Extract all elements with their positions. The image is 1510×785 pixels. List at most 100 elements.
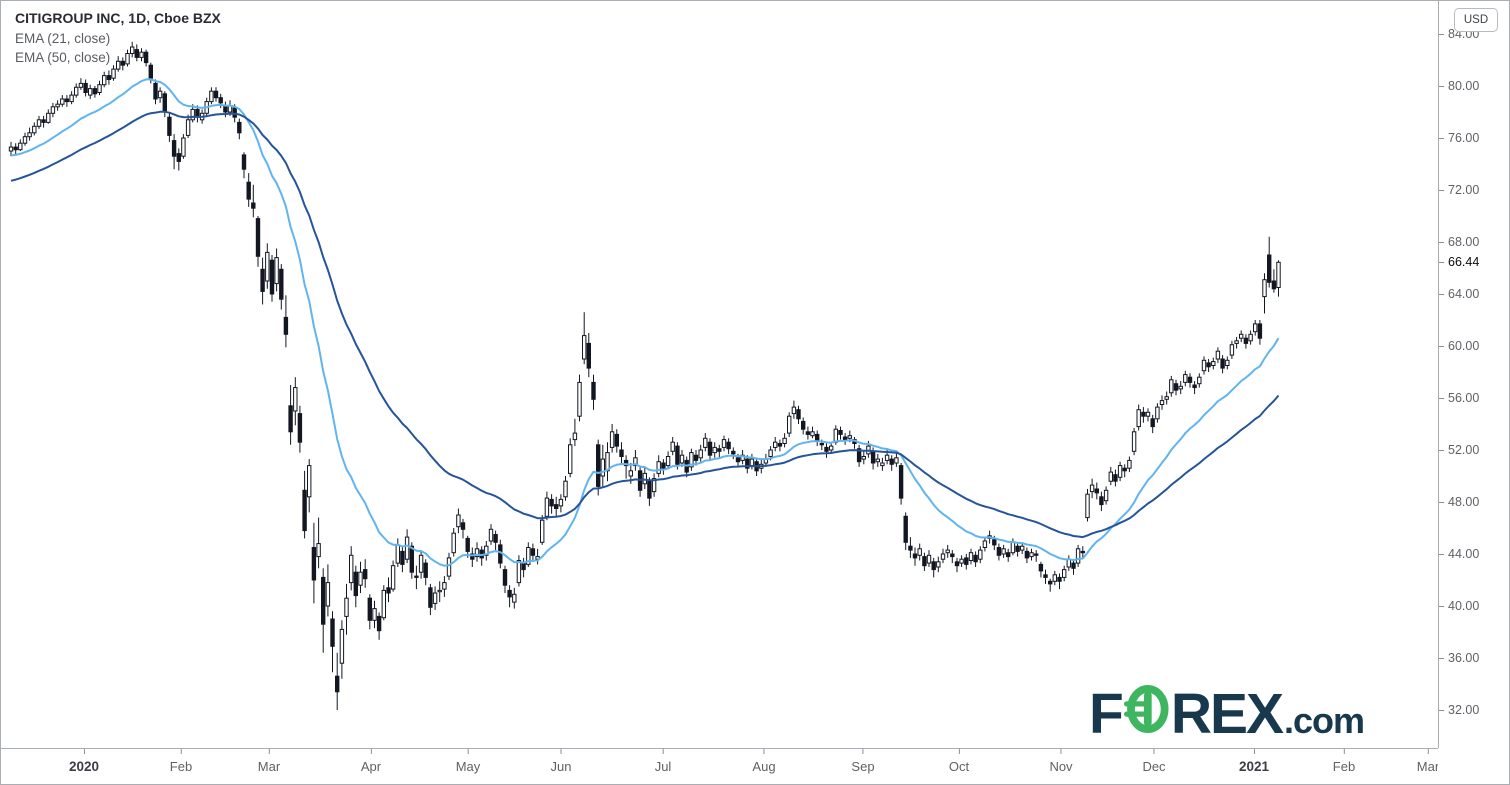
time-tick-jun: Jun: [550, 749, 572, 774]
price-tick-dash: [1439, 605, 1444, 607]
price-tick-label: 64.00: [1448, 287, 1480, 301]
time-tick-feb: Feb: [170, 749, 192, 774]
price-tick-label: 44.00: [1448, 547, 1480, 561]
price-tick: 68.00: [1439, 234, 1479, 250]
price-tick-dash: [1439, 137, 1444, 139]
price-tick-label: 80.00: [1448, 79, 1480, 93]
price-tick-dash: [1439, 241, 1444, 243]
price-tick-dash: [1439, 345, 1444, 347]
time-tick-dash: [180, 749, 182, 754]
time-tick-dash: [1427, 749, 1429, 754]
symbol-title[interactable]: CITIGROUP INC, 1D, Cboe BZX: [15, 10, 221, 26]
price-tick-dash: [1439, 709, 1444, 711]
legend-ema50[interactable]: EMA (50, close): [15, 49, 111, 65]
price-tick: 60.00: [1439, 338, 1479, 354]
price-tick-label: 60.00: [1448, 339, 1480, 353]
time-tick-feb: Feb: [1333, 749, 1355, 774]
price-tick: 36.00: [1439, 650, 1479, 666]
time-tick-label: 2021: [1238, 759, 1270, 774]
price-tick: 48.00: [1439, 494, 1479, 510]
price-tick-dash: [1439, 449, 1444, 451]
candlestick-chart[interactable]: [1, 1, 1438, 748]
forex-logo: F REX .com: [1089, 682, 1365, 746]
time-tick-dash: [1060, 749, 1062, 754]
ema-21-line: [10, 78, 1280, 567]
time-tick-label: Apr: [360, 759, 382, 774]
price-tick-label: 32.00: [1448, 703, 1480, 717]
price-tick: 32.00: [1439, 702, 1479, 718]
forex-logo-dotcom: .com: [1284, 700, 1365, 741]
time-tick-dash: [862, 749, 864, 754]
time-tick-label: May: [455, 759, 481, 774]
time-tick-mar: Mar: [1417, 749, 1438, 774]
time-tick-label: Feb: [169, 759, 193, 774]
last-price-dash: [1439, 261, 1444, 263]
time-tick-dash: [1153, 749, 1155, 754]
price-tick-label: 40.00: [1448, 599, 1480, 613]
time-tick-dash: [83, 749, 85, 754]
time-tick-apr: Apr: [361, 749, 381, 774]
price-tick: 80.00: [1439, 78, 1479, 94]
time-tick-label: Aug: [752, 759, 776, 774]
price-tick-dash: [1439, 33, 1444, 35]
time-tick-nov: Nov: [1049, 749, 1073, 774]
time-tick-may: May: [455, 749, 481, 774]
time-tick-oct: Oct: [949, 749, 969, 774]
price-tick-dash: [1439, 293, 1444, 295]
price-tick: 72.00: [1439, 182, 1479, 198]
price-tick-dash: [1439, 657, 1444, 659]
price-axis[interactable]: USD 84.00 80.00 76.00 72.00 68.00 64.00 60.00 5…: [1438, 1, 1509, 748]
price-tick-label: 68.00: [1448, 235, 1480, 249]
price-tick: 44.00: [1439, 546, 1479, 562]
time-tick-label: Mar: [257, 759, 281, 774]
time-tick-dash: [560, 749, 562, 754]
time-tick-label: Nov: [1049, 759, 1073, 774]
ema-50-line: [10, 110, 1280, 539]
time-tick-aug: Aug: [752, 749, 776, 774]
time-tick-dash: [370, 749, 372, 754]
price-tick: 64.00: [1439, 286, 1479, 302]
time-tick-label: 2020: [68, 759, 100, 774]
time-tick-dash: [1343, 749, 1345, 754]
time-tick-sep: Sep: [851, 749, 875, 774]
legend-ema21[interactable]: EMA (21, close): [15, 31, 111, 46]
currency-badge: USD: [1454, 8, 1498, 32]
time-tick-label: Oct: [948, 759, 970, 774]
time-axis[interactable]: 2020 Feb Mar Apr May Jun Jul Aug Sep Oct Nov Dec 202…: [1, 748, 1438, 784]
time-tick-dash: [662, 749, 664, 754]
price-tick-label: 36.00: [1448, 651, 1480, 665]
time-tick-label: Mar: [1416, 759, 1438, 774]
time-tick-dash: [763, 749, 765, 754]
time-tick-label: Feb: [1332, 759, 1356, 774]
last-price-label: 66.44: [1439, 254, 1479, 270]
time-tick-label: Dec: [1142, 759, 1166, 774]
forex-logo-rex: REX: [1170, 682, 1284, 746]
price-tick-dash: [1439, 553, 1444, 555]
time-tick-label: Jun: [550, 759, 572, 774]
price-tick-label: 56.00: [1448, 391, 1480, 405]
time-tick-2020: 2020: [69, 749, 99, 774]
price-tick-label: 52.00: [1448, 443, 1480, 457]
time-tick-dec: Dec: [1142, 749, 1166, 774]
price-tick-dash: [1439, 397, 1444, 399]
time-tick-label: Jul: [654, 759, 672, 774]
price-tick-dash: [1439, 189, 1444, 191]
time-tick-dash: [958, 749, 960, 754]
price-tick-label: 72.00: [1448, 183, 1480, 197]
time-tick-jul: Jul: [654, 749, 672, 774]
time-tick-dash: [467, 749, 469, 754]
currency-o-icon: [1123, 683, 1170, 740]
price-tick: 76.00: [1439, 130, 1479, 146]
time-tick-label: Sep: [851, 759, 875, 774]
time-tick-dash: [1253, 749, 1255, 754]
chart-legend: CITIGROUP INC, 1D, Cboe BZX EMA (21, clo…: [15, 10, 221, 67]
price-tick-dash: [1439, 501, 1444, 503]
time-tick-mar: Mar: [258, 749, 280, 774]
price-tick: 40.00: [1439, 598, 1479, 614]
forex-logo-f: F: [1089, 682, 1124, 746]
price-tick: 56.00: [1439, 390, 1479, 406]
time-tick-2021: 2021: [1239, 749, 1269, 774]
price-tick-label: 48.00: [1448, 495, 1480, 509]
chart-canvas[interactable]: [1, 1, 1438, 748]
